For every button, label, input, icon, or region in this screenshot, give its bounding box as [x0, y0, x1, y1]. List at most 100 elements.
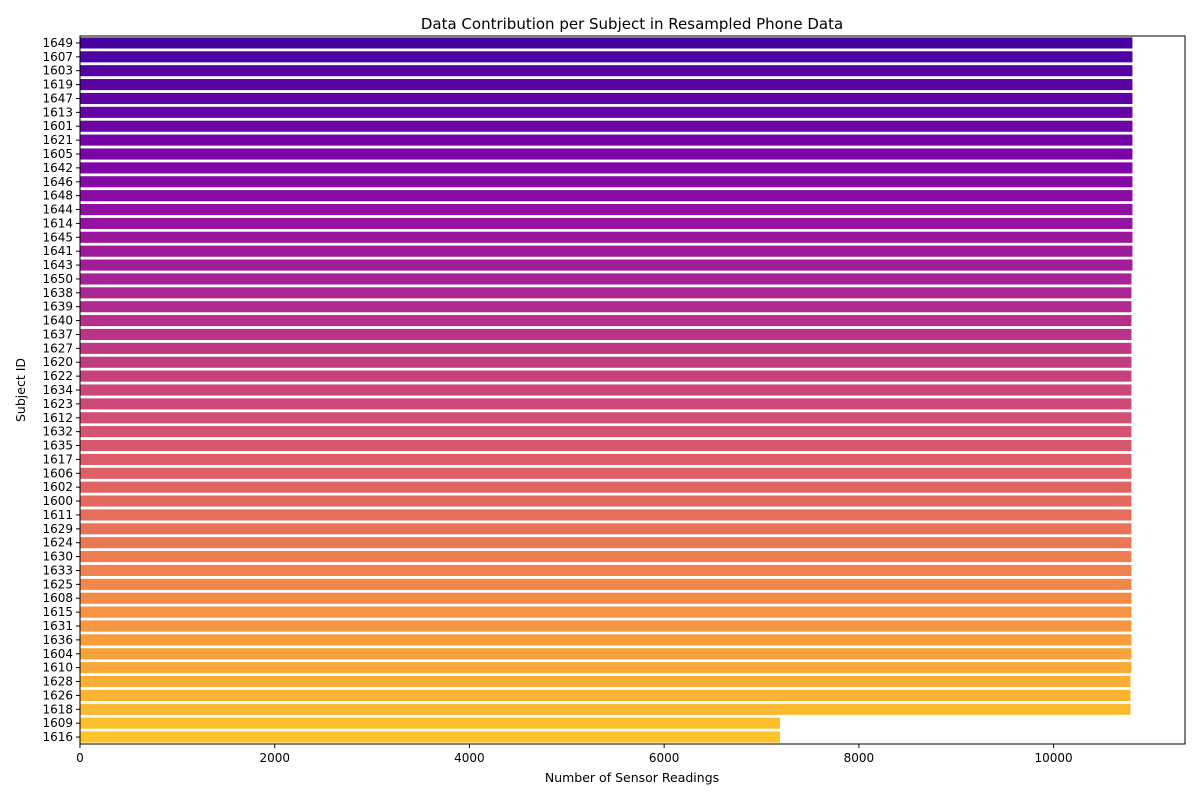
y-tick-label: 1632 [42, 425, 73, 439]
bar-1606 [80, 467, 1132, 479]
bar-1639 [80, 301, 1132, 313]
bar-1601 [80, 120, 1133, 132]
y-tick-label: 1640 [42, 314, 73, 328]
bar-1609 [80, 717, 780, 729]
y-tick-label: 1634 [42, 383, 73, 397]
y-tick-label: 1650 [42, 272, 73, 286]
y-tick-label: 1647 [42, 91, 73, 105]
y-tick-label: 1628 [42, 675, 73, 689]
y-tick-label: 1604 [42, 647, 73, 661]
y-tick-label: 1613 [42, 105, 73, 119]
bar-1614 [80, 217, 1133, 229]
bar-1643 [80, 259, 1133, 271]
y-tick-label: 1607 [42, 50, 73, 64]
y-tick-label: 1603 [42, 64, 73, 78]
bar-1645 [80, 231, 1133, 243]
y-tick-label: 1624 [42, 536, 73, 550]
y-tick-label: 1648 [42, 189, 73, 203]
y-tick-label: 1616 [42, 730, 73, 744]
bar-1640 [80, 315, 1132, 327]
bar-1635 [80, 439, 1132, 452]
chart-title: Data Contribution per Subject in Resampl… [421, 15, 843, 33]
y-tick-label: 1606 [42, 466, 73, 480]
x-tick-label: 6000 [649, 751, 680, 765]
bar-1605 [80, 148, 1133, 160]
bar-1637 [80, 328, 1132, 341]
y-tick-label: 1644 [42, 203, 73, 217]
bar-1642 [80, 162, 1133, 174]
bar-1648 [80, 190, 1133, 202]
x-tick-label: 0 [76, 751, 84, 765]
y-tick-label: 1615 [42, 605, 73, 619]
y-tick-label: 1609 [42, 716, 73, 730]
plot-frame [79, 35, 1186, 745]
y-tick-label: 1612 [42, 411, 73, 425]
y-tick-label: 1619 [42, 78, 73, 92]
y-tick-label: 1627 [42, 341, 73, 355]
bar-1602 [80, 481, 1132, 493]
x-tick-labels: 0 2000 4000 6000 8000 10000 [76, 744, 1073, 765]
bar-1629 [80, 523, 1132, 535]
y-tick-label: 1642 [42, 161, 73, 175]
y-tick-label: 1600 [42, 494, 73, 508]
bar-1631 [80, 620, 1132, 632]
y-tick-label: 1605 [42, 147, 73, 161]
bar-1650 [80, 273, 1132, 285]
bar-1600 [80, 495, 1132, 507]
y-tick-label: 1622 [42, 369, 73, 383]
bar-1625 [80, 578, 1132, 590]
y-tick-label: 1637 [42, 327, 73, 341]
bar-1636 [80, 634, 1132, 646]
bar-1615 [80, 606, 1132, 618]
y-tick-label: 1625 [42, 577, 73, 591]
y-tick-label: 1641 [42, 244, 73, 258]
y-tick-label: 1618 [42, 702, 73, 716]
y-tick-label: 1649 [42, 36, 73, 50]
bar-1620 [80, 356, 1132, 368]
bars-group [80, 37, 1133, 743]
bar-1621 [80, 134, 1133, 146]
bar-1616 [80, 731, 780, 743]
bar-1611 [80, 509, 1132, 521]
bar-1644 [80, 203, 1133, 216]
bar-1619 [80, 79, 1133, 91]
x-axis-label: Number of Sensor Readings [545, 770, 719, 785]
x-tick-label: 4000 [454, 751, 485, 765]
bar-1632 [80, 426, 1132, 438]
bar-1607 [80, 51, 1133, 63]
y-tick-label: 1646 [42, 175, 73, 189]
y-tick-label: 1608 [42, 591, 73, 605]
y-tick-label: 1633 [42, 563, 73, 577]
bar-1618 [80, 703, 1131, 715]
y-tick-label: 1626 [42, 688, 73, 702]
y-tick-label: 1621 [42, 133, 73, 147]
y-tick-label: 1620 [42, 355, 73, 369]
bar-1610 [80, 662, 1132, 674]
bar-1641 [80, 245, 1133, 257]
x-tick-label: 10000 [1034, 751, 1072, 765]
bar-1627 [80, 342, 1132, 354]
y-tick-label: 1610 [42, 661, 73, 675]
bar-1633 [80, 564, 1132, 577]
bar-1624 [80, 537, 1132, 549]
bar-1638 [80, 287, 1132, 299]
bar-1612 [80, 412, 1132, 424]
y-tick-label: 1602 [42, 480, 73, 494]
y-tick-label: 1629 [42, 522, 73, 536]
y-tick-label: 1617 [42, 452, 73, 466]
y-tick-label: 1630 [42, 550, 73, 564]
bar-1613 [80, 106, 1133, 118]
bar-1603 [80, 65, 1133, 77]
bar-1617 [80, 453, 1132, 465]
y-tick-label: 1643 [42, 258, 73, 272]
y-tick-label: 1623 [42, 397, 73, 411]
y-tick-label: 1631 [42, 619, 73, 633]
bar-1634 [80, 384, 1132, 396]
bar-1604 [80, 648, 1132, 660]
y-tick-label: 1638 [42, 286, 73, 300]
x-tick-label: 2000 [259, 751, 290, 765]
y-tick-label: 1636 [42, 633, 73, 647]
x-tick-label: 8000 [844, 751, 875, 765]
y-axis-label: Subject ID [13, 358, 28, 422]
